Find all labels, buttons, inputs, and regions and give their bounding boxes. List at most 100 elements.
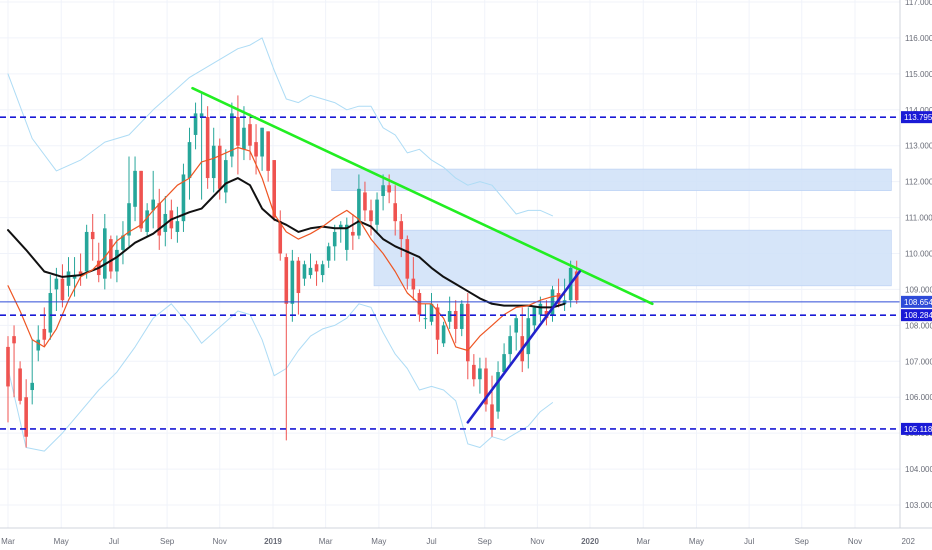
- price-tick-label: 114.000: [905, 106, 932, 115]
- candle-body-14: [90, 231, 95, 240]
- price-tick-label: 108.000: [905, 321, 932, 330]
- candle-body-25: [157, 203, 162, 236]
- candle-body-73: [447, 310, 452, 322]
- candle-body-29: [181, 174, 186, 222]
- candle-body-82: [502, 354, 506, 373]
- candle-body-18: [115, 249, 119, 272]
- candle-body-35: [217, 145, 222, 189]
- candle-body-63: [387, 185, 391, 193]
- time-tick-label: May: [689, 537, 704, 546]
- price-tick-label: 116.000: [905, 34, 932, 43]
- series-ema-orange: [7, 146, 566, 352]
- candle-body-37: [230, 113, 234, 157]
- candle-body-1: [12, 336, 16, 344]
- candle-body-16: [103, 228, 107, 279]
- candle-body-21: [133, 170, 137, 207]
- time-tick-label: Sep: [478, 537, 493, 546]
- candle-body-70: [429, 303, 434, 322]
- candle-body-47: [290, 260, 295, 304]
- candle-body-65: [399, 221, 404, 240]
- candle-body-61: [375, 199, 379, 225]
- candle-body-55: [338, 224, 343, 229]
- time-tick-label: Jul: [109, 537, 119, 546]
- candle-body-20: [127, 203, 131, 236]
- series-sma-black: [7, 177, 566, 309]
- candle-body-28: [175, 221, 180, 232]
- series-band-lower: [7, 303, 553, 452]
- candle-body-76: [466, 303, 470, 362]
- price-axis-bg: [900, 0, 932, 528]
- candle-body-58: [357, 188, 361, 236]
- time-axis[interactable]: Mar May Jul Sep Nov 2019 Mar May Jul Sep Nov 2020 Ma…: [0, 527, 932, 550]
- candle-body-50: [308, 267, 313, 276]
- price-tick-label: 110.000: [905, 250, 932, 259]
- candle-body-52: [320, 264, 325, 276]
- candle-body-67: [411, 278, 416, 290]
- candle-body-24: [151, 199, 155, 211]
- candle-body-10: [66, 271, 71, 286]
- time-tick-label: 2020: [581, 537, 599, 546]
- candle-body-81: [496, 372, 500, 412]
- time-tick-label: May: [371, 537, 386, 546]
- zone-0: [331, 168, 892, 191]
- candle-body-83: [508, 336, 512, 355]
- time-tick-label: Nov: [213, 537, 227, 546]
- candle-body-71: [435, 307, 440, 340]
- price-axis[interactable]: 117.000 116.000 115.000 114.000 113.000 112.0…: [899, 0, 932, 528]
- candle-body-30: [187, 142, 192, 179]
- price-tick-label: 112.000: [905, 178, 932, 187]
- candle-body-84: [514, 318, 518, 333]
- candle-body-78: [478, 368, 482, 380]
- price-tick-label: 117.000: [905, 0, 932, 7]
- candle-body-8: [54, 278, 59, 290]
- candle-body-46: [284, 257, 289, 304]
- price-badge-label-2: 108.284: [904, 311, 932, 320]
- candle-body-49: [302, 264, 307, 279]
- price-tick-label: 115.000: [905, 70, 932, 79]
- price-badge-label-0: 113.795: [904, 113, 932, 122]
- candle-body-0: [6, 346, 10, 387]
- candle-body-43: [266, 131, 270, 171]
- candle-body-86: [526, 318, 531, 355]
- candle-body-38: [236, 116, 240, 146]
- time-tick-label: Mar: [1, 537, 15, 546]
- candle-body-56: [345, 224, 349, 250]
- candle-body-5: [36, 339, 41, 351]
- candle-body-62: [381, 185, 385, 197]
- candle-body-51: [314, 264, 319, 272]
- ma-layer: [7, 146, 566, 352]
- price-badge-label-3: 105.118: [904, 425, 932, 434]
- price-badge-0: [901, 111, 932, 124]
- candle-body-64: [393, 203, 397, 222]
- candle-body-66: [405, 239, 410, 279]
- series-band-upper: [7, 37, 553, 217]
- time-tick-label: May: [54, 537, 69, 546]
- levels-layer: [0, 116, 900, 430]
- trendline-up: [466, 270, 582, 424]
- candle-body-32: [199, 113, 204, 117]
- candle-body-34: [211, 145, 216, 179]
- candle-body-3: [24, 397, 28, 437]
- candle-body-13: [84, 231, 89, 272]
- candle-body-74: [453, 310, 458, 329]
- time-tick-label: Nov: [848, 537, 862, 546]
- time-tick-label: 2019: [264, 537, 282, 546]
- candle-body-33: [205, 116, 210, 179]
- candle-body-54: [332, 231, 337, 247]
- candle-body-87: [532, 307, 537, 326]
- bands-layer: [7, 37, 553, 452]
- time-tick-label: Sep: [160, 537, 175, 546]
- time-tick-label: Nov: [530, 537, 544, 546]
- candle-body-53: [326, 246, 331, 261]
- candle-body-39: [242, 127, 246, 150]
- candle-body-31: [193, 113, 198, 135]
- time-tick-label: Sep: [795, 537, 810, 546]
- time-tick-label: Mar: [319, 537, 333, 546]
- price-badge-label-1: 108.654: [904, 298, 932, 307]
- time-axis-bg: [0, 528, 932, 550]
- price-tick-label: 103.000: [905, 501, 932, 510]
- price-tick-label: 109.000: [905, 285, 932, 294]
- price-badge-2: [901, 309, 932, 322]
- candle-body-77: [472, 364, 476, 380]
